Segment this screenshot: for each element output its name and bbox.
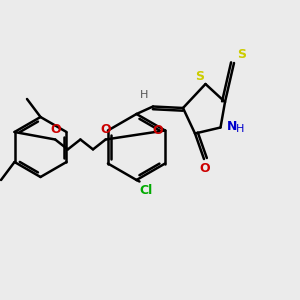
Text: O: O <box>200 162 210 175</box>
Text: S: S <box>195 70 204 83</box>
Text: N: N <box>227 120 238 134</box>
Text: H: H <box>236 124 244 134</box>
Text: O: O <box>100 123 111 136</box>
Text: O: O <box>50 123 61 136</box>
Text: Cl: Cl <box>140 184 153 197</box>
Text: O: O <box>152 124 163 137</box>
Text: H: H <box>140 91 148 100</box>
Text: S: S <box>237 49 246 62</box>
